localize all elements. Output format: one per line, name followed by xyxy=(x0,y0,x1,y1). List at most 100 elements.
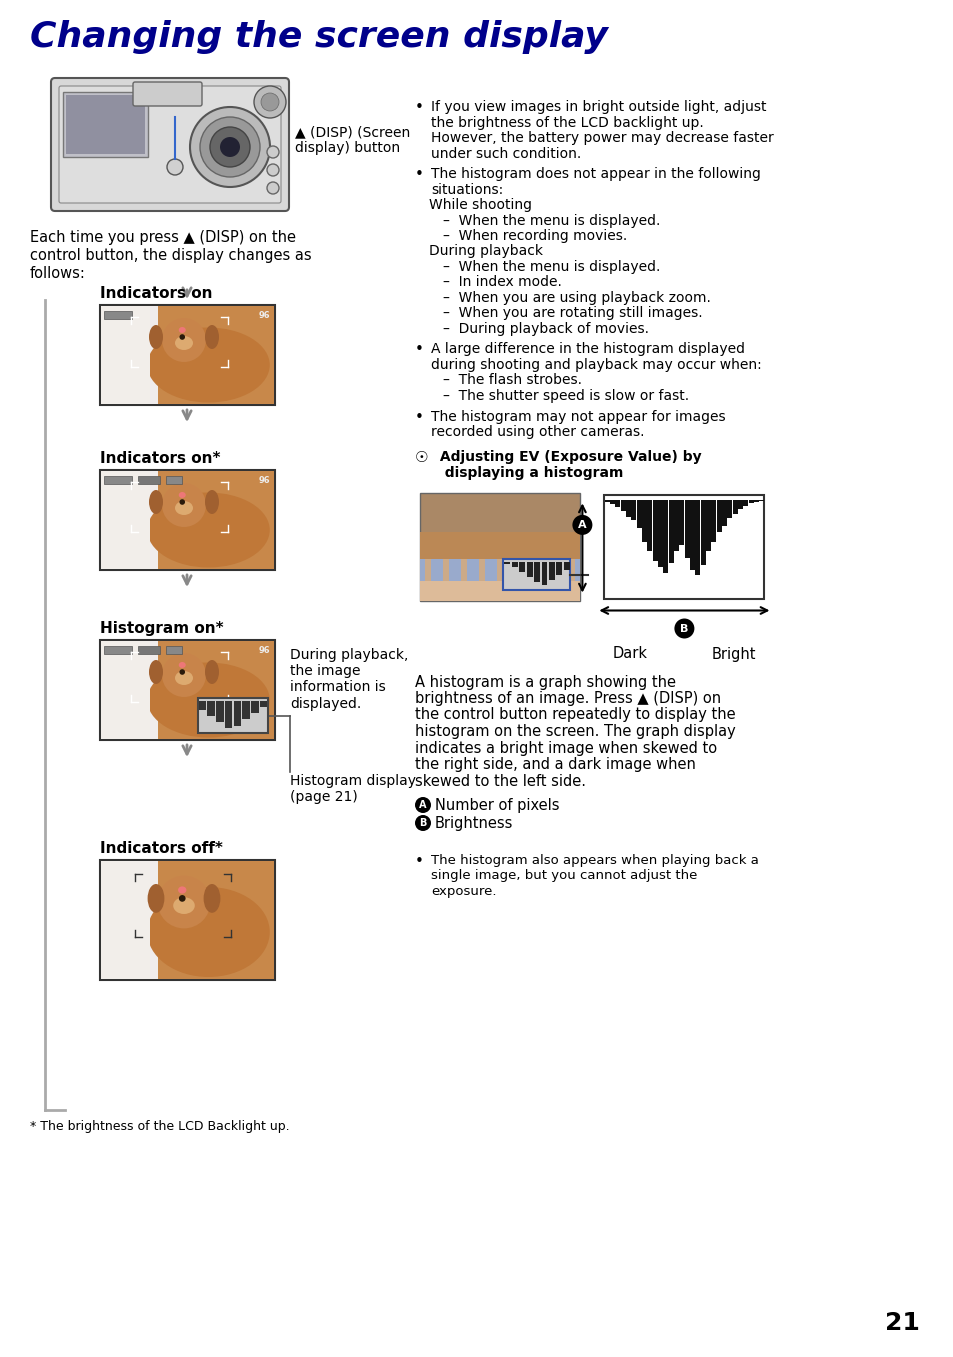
Ellipse shape xyxy=(174,501,193,516)
Bar xyxy=(515,559,520,585)
Bar xyxy=(668,499,673,563)
Circle shape xyxy=(415,816,431,830)
Bar xyxy=(101,471,150,569)
Text: During playback: During playback xyxy=(429,244,542,258)
Text: during shooting and playback may occur when:: during shooting and playback may occur w… xyxy=(431,358,760,372)
Bar xyxy=(100,860,274,980)
FancyBboxPatch shape xyxy=(59,85,281,204)
Text: the brightness of the LCD backlight up.: the brightness of the LCD backlight up. xyxy=(431,115,703,129)
Circle shape xyxy=(674,619,694,639)
Bar xyxy=(158,305,274,404)
Circle shape xyxy=(261,94,278,111)
Bar xyxy=(419,581,579,601)
Ellipse shape xyxy=(178,886,186,894)
Text: –  When recording movies.: – When recording movies. xyxy=(442,229,626,243)
Bar xyxy=(625,499,630,517)
Circle shape xyxy=(167,159,183,175)
Text: Histogram display
(page 21): Histogram display (page 21) xyxy=(290,773,416,805)
Text: –  The flash strobes.: – The flash strobes. xyxy=(442,373,581,388)
Circle shape xyxy=(179,499,185,505)
Text: Adjusting EV (Exposure Value) by: Adjusting EV (Exposure Value) by xyxy=(435,451,700,464)
Circle shape xyxy=(267,164,278,176)
Bar xyxy=(620,499,625,512)
Ellipse shape xyxy=(203,883,220,913)
Text: indicates a bright image when skewed to: indicates a bright image when skewed to xyxy=(415,741,717,756)
Bar xyxy=(158,860,274,978)
Bar xyxy=(259,700,267,707)
Bar xyxy=(534,562,539,582)
Text: ☉: ☉ xyxy=(415,451,428,465)
Bar xyxy=(533,559,538,585)
Bar xyxy=(100,305,274,404)
Text: ▲ (DISP) (Screen
display) button: ▲ (DISP) (Screen display) button xyxy=(294,125,410,155)
Bar xyxy=(138,646,160,654)
Bar xyxy=(216,700,223,722)
Bar xyxy=(526,562,532,577)
Ellipse shape xyxy=(147,493,270,567)
Ellipse shape xyxy=(147,887,270,977)
Ellipse shape xyxy=(205,660,219,684)
Bar xyxy=(158,641,274,740)
Circle shape xyxy=(572,514,592,535)
Text: displaying a histogram: displaying a histogram xyxy=(435,465,622,480)
Text: A large difference in the histogram displayed: A large difference in the histogram disp… xyxy=(431,342,744,357)
Bar xyxy=(101,641,159,740)
Text: Number of pixels: Number of pixels xyxy=(435,798,558,813)
Circle shape xyxy=(179,896,186,902)
Text: •: • xyxy=(415,854,423,868)
Text: While shooting: While shooting xyxy=(429,198,532,212)
Text: Indicators off*: Indicators off* xyxy=(100,841,223,856)
Bar xyxy=(721,499,726,527)
Circle shape xyxy=(220,137,240,157)
Ellipse shape xyxy=(178,493,186,498)
Circle shape xyxy=(157,875,211,928)
Bar xyxy=(658,499,662,567)
Bar xyxy=(100,470,274,570)
Text: skewed to the left side.: skewed to the left side. xyxy=(415,773,585,788)
Text: B: B xyxy=(419,818,426,828)
Text: Histogram on*: Histogram on* xyxy=(100,622,223,636)
Text: recorded using other cameras.: recorded using other cameras. xyxy=(431,425,644,440)
Circle shape xyxy=(162,318,206,362)
Bar xyxy=(551,559,557,585)
Text: If you view images in bright outside light, adjust: If you view images in bright outside lig… xyxy=(431,100,765,114)
Text: •: • xyxy=(415,410,423,425)
Text: single image, but you cannot adjust the: single image, but you cannot adjust the xyxy=(431,870,697,882)
Bar xyxy=(207,700,214,715)
Text: Changing the screen display: Changing the screen display xyxy=(30,20,607,54)
Bar xyxy=(511,562,517,567)
Bar xyxy=(615,499,619,508)
Text: •: • xyxy=(415,342,423,357)
Text: Dark: Dark xyxy=(612,646,647,661)
Circle shape xyxy=(267,182,278,194)
Bar xyxy=(738,499,742,509)
Ellipse shape xyxy=(174,337,193,350)
Text: –  When the menu is displayed.: – When the menu is displayed. xyxy=(442,213,659,228)
Bar xyxy=(732,499,737,514)
Bar xyxy=(100,641,274,740)
Bar xyxy=(504,562,510,565)
Text: 96: 96 xyxy=(258,646,270,655)
Bar xyxy=(631,499,636,520)
Bar xyxy=(711,499,716,541)
Text: 21: 21 xyxy=(884,1311,919,1335)
Text: A: A xyxy=(578,520,586,529)
Bar xyxy=(647,499,652,551)
Text: –  During playback of movies.: – During playback of movies. xyxy=(442,322,648,337)
Bar xyxy=(716,499,721,532)
Bar xyxy=(225,700,233,727)
Text: 96: 96 xyxy=(258,476,270,484)
Ellipse shape xyxy=(178,327,186,332)
Bar xyxy=(101,860,150,978)
Bar xyxy=(641,499,646,541)
Text: •: • xyxy=(415,167,423,182)
Circle shape xyxy=(210,128,250,167)
Bar xyxy=(705,499,710,551)
Ellipse shape xyxy=(205,324,219,349)
Bar xyxy=(424,559,431,585)
Bar xyxy=(726,499,732,518)
Circle shape xyxy=(200,117,260,176)
Bar xyxy=(689,499,695,570)
Bar xyxy=(700,499,705,566)
Bar xyxy=(63,92,148,157)
